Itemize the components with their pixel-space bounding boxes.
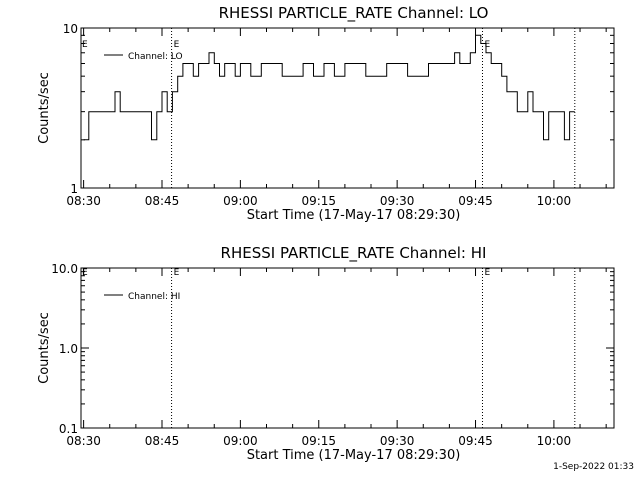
event-marker-label: E bbox=[174, 268, 180, 278]
x-tick-label: 08:30 bbox=[66, 434, 101, 448]
panel-1: RHESSI PARTICLE_RATE Channel: LO 08:30 08:… bbox=[37, 4, 615, 223]
y-tick-label: 1 bbox=[70, 182, 78, 196]
x-tick-label: 09:30 bbox=[380, 194, 415, 208]
x-tick-label: 08:30 bbox=[66, 194, 101, 208]
y-tick-label: 0.1 bbox=[59, 422, 78, 436]
y-tick-label: 10 bbox=[63, 22, 78, 36]
x-tick-label: 09:45 bbox=[458, 194, 493, 208]
x-tick-label: 10:00 bbox=[537, 434, 572, 448]
y-axis-label: Counts/sec bbox=[37, 312, 52, 384]
legend-entry: Channel: LO bbox=[128, 52, 183, 62]
plot-frame bbox=[80, 27, 615, 189]
x-tick-label: 09:00 bbox=[223, 434, 258, 448]
event-marker-label: E bbox=[174, 40, 180, 50]
y-tick-label: 10.0 bbox=[51, 262, 78, 276]
event-marker-label: E bbox=[82, 40, 88, 50]
x-tick-label: 09:30 bbox=[380, 434, 415, 448]
panel-2: RHESSI PARTICLE_RATE Channel: HI 08:30 08:… bbox=[37, 244, 615, 463]
event-marker-label: E bbox=[82, 268, 88, 278]
x-axis-label: Start Time (17-May-17 08:29:30) bbox=[247, 208, 461, 223]
x-tick-label: 08:45 bbox=[145, 194, 180, 208]
x-tick-label: 09:45 bbox=[458, 434, 493, 448]
event-marker-label: E bbox=[484, 40, 490, 50]
y-tick-label: 1.0 bbox=[59, 342, 78, 356]
series-line bbox=[83, 34, 575, 141]
x-axis-label: Start Time (17-May-17 08:29:30) bbox=[247, 448, 461, 463]
x-tick-label: 09:00 bbox=[223, 194, 258, 208]
chart-title: RHESSI PARTICLE_RATE Channel: LO bbox=[219, 4, 489, 23]
x-tick-label: 08:45 bbox=[145, 434, 180, 448]
footer-timestamp: 1-Sep-2022 01:33 bbox=[553, 462, 634, 472]
y-axis-label: Counts/sec bbox=[37, 72, 52, 144]
x-tick-label: 10:00 bbox=[537, 194, 572, 208]
event-marker-label: E bbox=[484, 268, 490, 278]
x-tick-label: 09:15 bbox=[301, 194, 336, 208]
legend-entry: Channel: HI bbox=[128, 292, 180, 302]
chart-title: RHESSI PARTICLE_RATE Channel: HI bbox=[221, 244, 487, 263]
x-tick-label: 09:15 bbox=[301, 434, 336, 448]
